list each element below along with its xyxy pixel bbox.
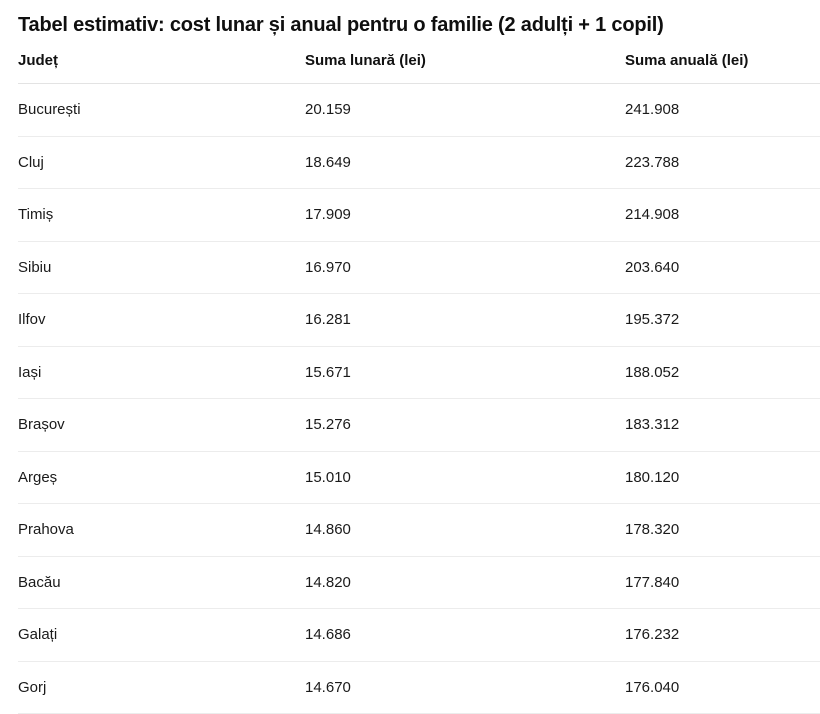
county-cell: Ilfov <box>18 293 305 347</box>
annual-cost-cell: 203.640 <box>625 241 820 294</box>
county-cell: Timiș <box>18 188 305 242</box>
annual-cost-cell: 177.840 <box>625 556 820 609</box>
monthly-cost-cell: 16.970 <box>305 241 625 294</box>
column-header-suma-lunara: Suma lunară (lei) <box>305 37 625 84</box>
monthly-cost-cell: 14.860 <box>305 503 625 557</box>
table-row: Brașov 15.276 183.312 <box>18 398 820 452</box>
county-cell: Iași <box>18 346 305 399</box>
table-body: București 20.159 241.908 Cluj 18.649 223… <box>18 83 820 714</box>
page-title: Tabel estimativ: cost lunar și anual pen… <box>18 14 664 36</box>
county-cell: Cluj <box>18 136 305 189</box>
table-row: București 20.159 241.908 <box>18 83 820 137</box>
monthly-cost-cell: 20.159 <box>305 83 625 137</box>
monthly-cost-cell: 15.010 <box>305 451 625 504</box>
county-cell: Bacău <box>18 556 305 609</box>
annual-cost-cell: 241.908 <box>625 83 820 137</box>
monthly-cost-cell: 14.670 <box>305 661 625 714</box>
page: Tabel estimativ: cost lunar și anual pen… <box>0 13 820 714</box>
monthly-cost-cell: 15.276 <box>305 398 625 452</box>
table-row: Cluj 18.649 223.788 <box>18 136 820 189</box>
annual-cost-cell: 176.232 <box>625 608 820 662</box>
column-header-suma-anuala: Suma anuală (lei) <box>625 37 820 84</box>
table-row: Argeș 15.010 180.120 <box>18 451 820 504</box>
annual-cost-cell: 223.788 <box>625 136 820 189</box>
county-cell: Gorj <box>18 661 305 714</box>
column-header-judet: Județ <box>18 37 305 84</box>
annual-cost-cell: 188.052 <box>625 346 820 399</box>
cost-table: Județ Suma lunară (lei) Suma anuală (lei… <box>18 37 820 714</box>
annual-cost-cell: 214.908 <box>625 188 820 242</box>
county-cell: Sibiu <box>18 241 305 294</box>
monthly-cost-cell: 14.686 <box>305 608 625 662</box>
table-row: Prahova 14.860 178.320 <box>18 503 820 557</box>
table-row: Timiș 17.909 214.908 <box>18 188 820 242</box>
table-row: Gorj 14.670 176.040 <box>18 661 820 714</box>
annual-cost-cell: 180.120 <box>625 451 820 504</box>
annual-cost-cell: 183.312 <box>625 398 820 452</box>
county-cell: Galați <box>18 608 305 662</box>
annual-cost-cell: 178.320 <box>625 503 820 557</box>
monthly-cost-cell: 15.671 <box>305 346 625 399</box>
monthly-cost-cell: 18.649 <box>305 136 625 189</box>
table-row: Galați 14.686 176.232 <box>18 608 820 662</box>
table-row: Ilfov 16.281 195.372 <box>18 293 820 347</box>
monthly-cost-cell: 17.909 <box>305 188 625 242</box>
table-row: Sibiu 16.970 203.640 <box>18 241 820 294</box>
table-row: Bacău 14.820 177.840 <box>18 556 820 609</box>
county-cell: București <box>18 83 305 137</box>
county-cell: Brașov <box>18 398 305 452</box>
annual-cost-cell: 176.040 <box>625 661 820 714</box>
table-row: Iași 15.671 188.052 <box>18 346 820 399</box>
county-cell: Prahova <box>18 503 305 557</box>
annual-cost-cell: 195.372 <box>625 293 820 347</box>
county-cell: Argeș <box>18 451 305 504</box>
table-header-row: Județ Suma lunară (lei) Suma anuală (lei… <box>18 37 820 84</box>
monthly-cost-cell: 14.820 <box>305 556 625 609</box>
monthly-cost-cell: 16.281 <box>305 293 625 347</box>
